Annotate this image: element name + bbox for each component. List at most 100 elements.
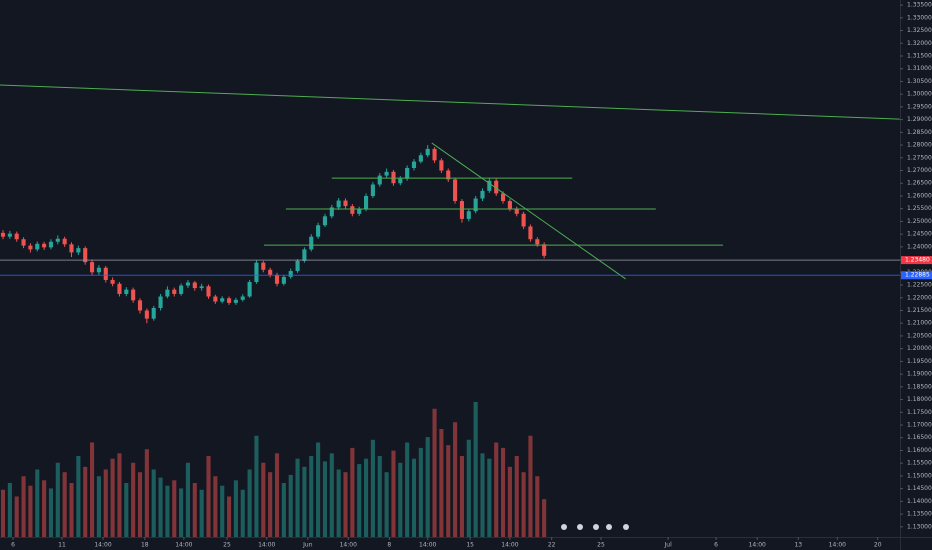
volume-bar [213, 476, 218, 537]
candle-body [459, 201, 465, 219]
candle-body [322, 216, 328, 226]
volume-bar [42, 480, 47, 537]
candle-body [158, 296, 163, 308]
volume-bar [309, 456, 314, 537]
y-tick-label: 1.33000 [907, 14, 932, 21]
candle-body [521, 213, 526, 227]
volume-bar [151, 469, 156, 537]
volume-bar [124, 483, 129, 537]
x-tick-label: Jun [302, 542, 313, 549]
x-tick-label: 25 [597, 542, 605, 549]
candle-body [213, 296, 218, 302]
candle-body [0, 232, 6, 237]
candle-body [254, 262, 259, 282]
y-tick-label: 1.16000 [907, 447, 932, 454]
candle-body [247, 281, 252, 297]
candle-body [220, 298, 225, 302]
candle-body [172, 289, 177, 294]
x-tick-label: 13 [794, 542, 802, 549]
price-label: 1.23480 [905, 257, 930, 264]
volume-bar [185, 462, 191, 537]
y-tick-label: 1.16500 [907, 434, 932, 441]
y-tick-label: 1.27000 [907, 167, 932, 174]
y-tick-label: 1.32500 [907, 27, 932, 34]
x-tick-label: 15 [466, 542, 474, 549]
volume-bar [7, 483, 12, 537]
y-tick-label: 1.20000 [907, 345, 932, 352]
candle-body [261, 262, 266, 270]
y-tick-label: 1.17000 [907, 422, 932, 429]
volume-bar [274, 453, 280, 537]
x-tick-label: 6 [11, 542, 15, 549]
volume-bar [254, 435, 259, 537]
volume-bar [165, 485, 170, 537]
event-icon[interactable] [561, 524, 567, 530]
y-tick-label: 1.24500 [907, 231, 932, 238]
candle-body [185, 282, 191, 286]
candle-body [453, 179, 458, 202]
candle-body [405, 167, 410, 179]
volume-bar [261, 462, 266, 537]
candle-body [42, 243, 47, 248]
candle-body [480, 190, 485, 199]
y-tick-label: 1.30500 [907, 78, 932, 85]
volume-bar [55, 462, 60, 537]
volume-bar [247, 469, 252, 537]
y-tick-label: 1.28000 [907, 142, 932, 149]
event-icon[interactable] [623, 524, 629, 530]
candle-body [542, 244, 547, 256]
candle-body [370, 184, 375, 196]
candle-body [21, 239, 26, 246]
volume-bar [144, 449, 149, 537]
x-tick-label: 14:00 [94, 542, 111, 549]
volume-bar [281, 483, 286, 537]
volume-bar [350, 447, 355, 537]
y-tick-label: 1.15000 [907, 472, 932, 479]
candle-body [48, 241, 54, 248]
y-tick-label: 1.18500 [907, 383, 932, 390]
candle-body [473, 198, 478, 212]
volume-bar [439, 429, 444, 537]
candle-body [281, 276, 286, 284]
candle-body [35, 243, 40, 250]
candle-body [62, 238, 67, 245]
volume-bar [76, 456, 81, 537]
candle-body [364, 195, 369, 210]
volume-bar [179, 488, 184, 537]
volume-bar [172, 480, 177, 537]
y-tick-label: 1.26000 [907, 192, 932, 199]
volume-bar [418, 447, 423, 537]
candle-body [446, 170, 451, 180]
volume-bar [103, 469, 108, 537]
candle-body [288, 271, 293, 277]
event-icon[interactable] [577, 524, 583, 530]
volume-bar [370, 439, 375, 537]
volume-bar [233, 480, 238, 537]
candle-body [28, 245, 33, 250]
event-icon[interactable] [593, 524, 599, 530]
volume-bar [405, 442, 410, 537]
volume-bar [35, 469, 40, 537]
candle-body [199, 286, 204, 289]
candle-body [76, 248, 81, 253]
y-tick-label: 1.24000 [907, 243, 932, 250]
y-tick-label: 1.25000 [907, 218, 932, 225]
candle-body [96, 267, 101, 273]
y-tick-label: 1.13000 [907, 523, 932, 530]
candle-body [411, 161, 417, 168]
y-tick-label: 1.22500 [907, 282, 932, 289]
y-tick-label: 1.14500 [907, 485, 932, 492]
volume-bar [69, 483, 74, 537]
candle-body [227, 298, 232, 303]
candle-body [192, 282, 197, 289]
volume-bar [535, 476, 540, 537]
volume-bar [220, 485, 225, 537]
price-label: 1.22885 [905, 272, 930, 279]
y-tick-label: 1.19500 [907, 358, 932, 365]
volume-bar [192, 483, 197, 537]
candle-body [206, 286, 211, 297]
event-icon[interactable] [606, 524, 612, 530]
x-tick-label: 14:00 [175, 542, 192, 549]
candle-body [377, 175, 382, 185]
price-label-box [901, 271, 932, 280]
